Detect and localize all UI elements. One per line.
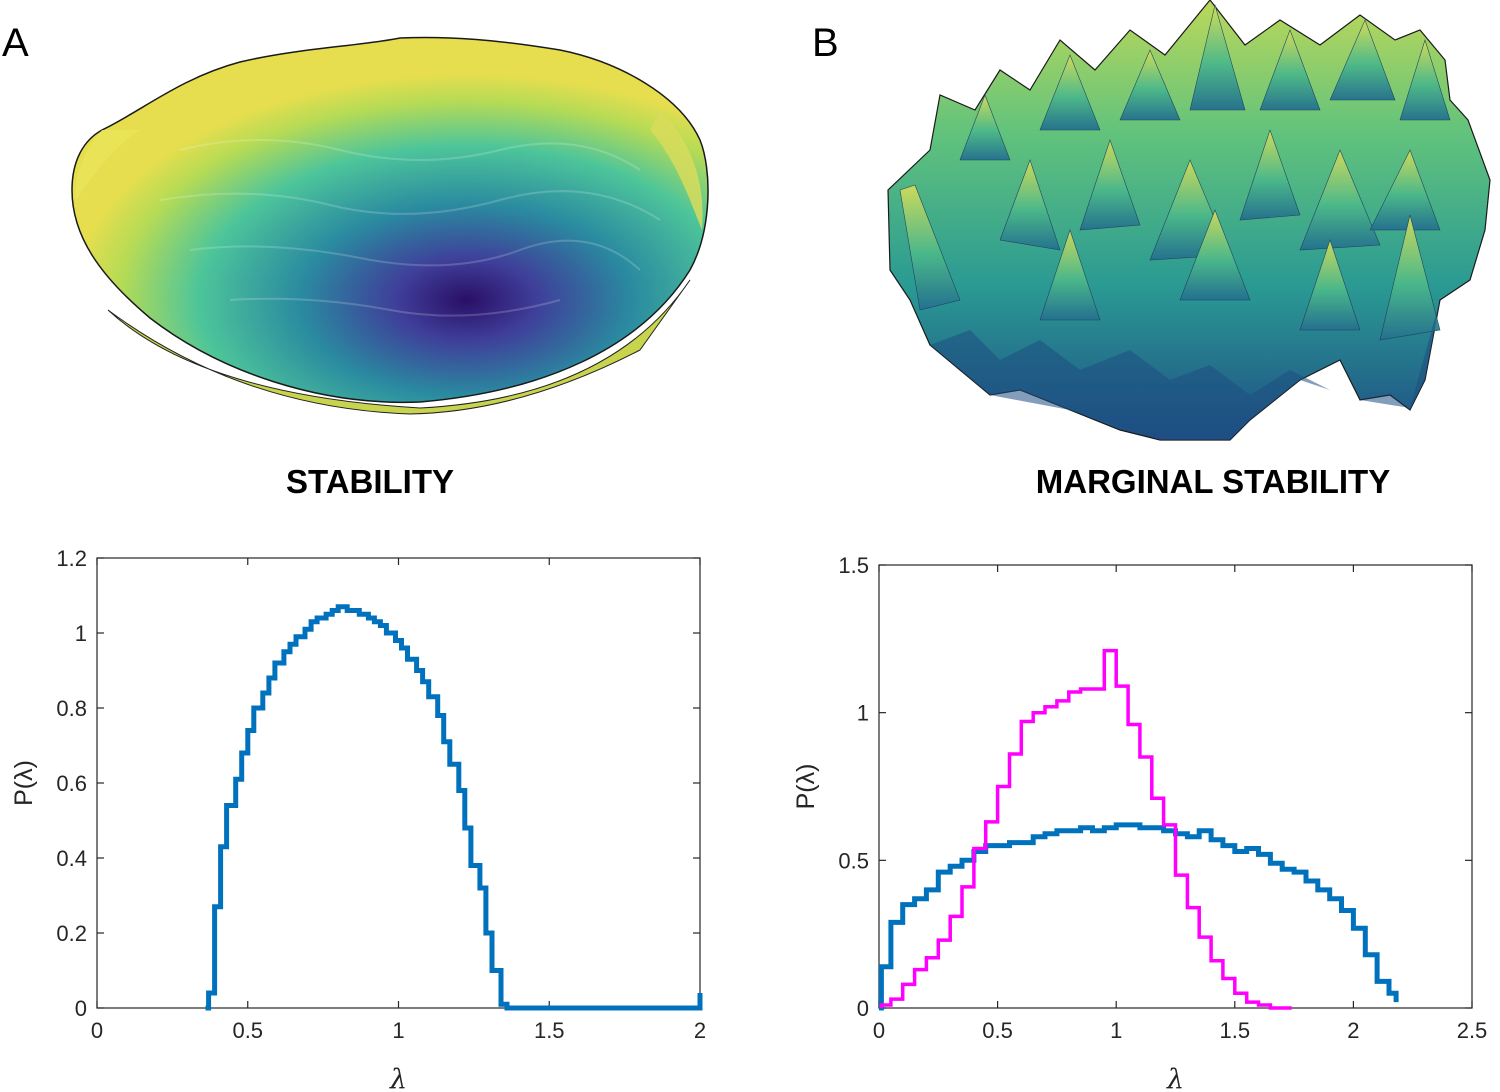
y-tick-label: 0 [857, 996, 869, 1021]
x-tick-label: 2.5 [1457, 1018, 1488, 1043]
series-magenta-line [879, 648, 1292, 1010]
plot-frame [96, 557, 701, 1009]
x-tick-label: 0 [873, 1018, 885, 1043]
y-tick-label: 0.2 [56, 921, 87, 946]
y-tick-label: 1 [857, 701, 869, 726]
x-axis-label: λ [389, 1064, 407, 1092]
panel-a-caption: STABILITY [286, 463, 454, 500]
x-tick-label: 2 [1347, 1018, 1359, 1043]
marginal-stability-eigenvalue-chart: 0 0.5 1 1.5 2 2.5 0 0.5 1 1.5 P(λ) λ [792, 553, 1487, 1092]
x-tick-label: 1.5 [534, 1018, 565, 1043]
y-tick-label: 1.5 [838, 553, 869, 578]
series-stable-spectrum-line [205, 604, 703, 1011]
y-tick-label: 0.4 [56, 846, 87, 871]
x-axis-label: λ [1166, 1064, 1184, 1092]
y-tick-label: 0 [75, 996, 87, 1021]
y-axis-label: P(λ) [10, 760, 38, 806]
y-tick-label: 1 [75, 621, 87, 646]
series-blue-line [878, 822, 1399, 1011]
x-tick-label: 1.5 [1220, 1018, 1251, 1043]
panel-b-letter: B [812, 21, 839, 65]
panel-a-letter: A [2, 21, 29, 65]
y-tick-label: 1.2 [56, 546, 87, 571]
panel-b-caption: MARGINAL STABILITY [1036, 463, 1390, 500]
x-tick-label: 0 [91, 1018, 103, 1043]
y-tick-label: 0.5 [838, 848, 869, 873]
plot-frame [878, 564, 1473, 1009]
x-tick-label: 1 [1110, 1018, 1122, 1043]
x-tick-label: 0.5 [232, 1018, 263, 1043]
marginal-stability-landscape-illustration [887, 0, 1491, 441]
y-tick-label: 0.8 [56, 696, 87, 721]
x-tick-label: 0.5 [982, 1018, 1013, 1043]
x-tick-label: 2 [694, 1018, 706, 1043]
stability-bowl-illustration [71, 36, 709, 415]
stability-eigenvalue-chart: 0 0.5 1 1.5 2 0 0.2 0.4 0.6 0.8 1 1.2 P(λ) λ [10, 546, 706, 1092]
x-tick-label: 1 [392, 1018, 404, 1043]
y-axis-label: P(λ) [792, 764, 820, 810]
y-tick-label: 0.6 [56, 771, 87, 796]
